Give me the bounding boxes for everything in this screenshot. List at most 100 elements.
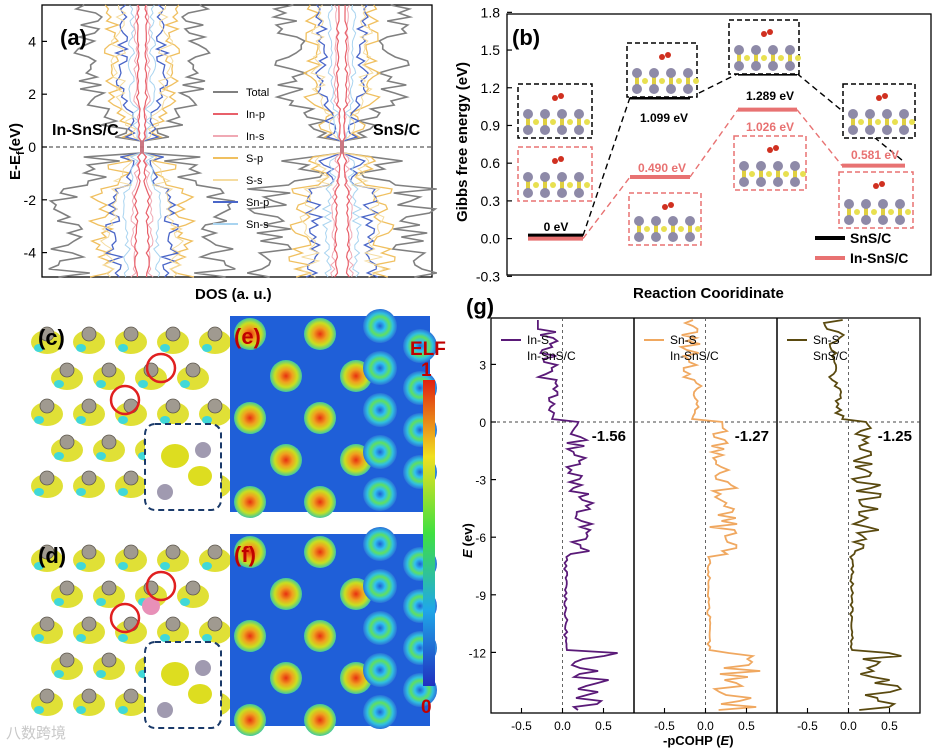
elf-hotspot — [304, 620, 336, 652]
bond — [543, 179, 547, 193]
panel-f-label: (f) — [234, 542, 256, 567]
atom-sn — [685, 216, 695, 226]
atom-s — [695, 226, 701, 232]
panel-b-structures — [517, 19, 916, 246]
atom-sn — [756, 177, 766, 187]
atom-sn — [651, 216, 661, 226]
icohp-value: -1.27 — [735, 428, 769, 445]
legend-label-in-p: In-p — [246, 109, 265, 121]
atom-s — [584, 119, 590, 125]
charge-depletion — [180, 380, 190, 388]
y-tick-label: 0 — [28, 139, 36, 155]
atom-sn — [844, 215, 854, 225]
x-tick-label: 0.5 — [881, 719, 898, 733]
atom-sn — [39, 616, 55, 632]
highlight-circle — [145, 352, 177, 384]
atom-s — [693, 78, 699, 84]
energy-label-insnsc: 0.581 eV — [851, 148, 899, 162]
atom-sn — [185, 580, 201, 596]
charge-depletion — [160, 562, 170, 570]
bond — [881, 206, 885, 220]
legend-label-s-s: S-s — [246, 175, 263, 187]
y-tick-label: 2 — [28, 86, 36, 102]
panel-b-ylabel: Gibbs free energy (eV) — [454, 62, 471, 222]
bond — [526, 179, 530, 193]
charge-depletion — [202, 344, 212, 352]
charge-depletion — [54, 670, 64, 678]
atom-s — [533, 182, 539, 188]
bond — [759, 168, 763, 182]
atom-sn — [81, 544, 97, 560]
charge-lobe — [188, 466, 212, 486]
atom-sn — [574, 188, 584, 198]
atom-sn — [540, 188, 550, 198]
panel-a-xlabel: DOS (a. u.) — [195, 286, 272, 303]
atom-sn — [101, 362, 117, 378]
panel-a-ylabel-sub: f — [15, 151, 27, 155]
charge-depletion — [118, 634, 128, 642]
atom-sn — [882, 109, 892, 119]
elf-hotspot — [234, 704, 266, 736]
atom-sn — [185, 362, 201, 378]
atom-sn — [540, 172, 550, 182]
panel-b-legend: SnS/C In-SnS/C — [815, 230, 908, 266]
atom-s — [567, 119, 573, 125]
atom-sn — [895, 215, 905, 225]
atom-o — [558, 93, 564, 99]
cohp-curve — [822, 319, 903, 711]
inset-box — [144, 423, 222, 511]
atom-sn — [666, 68, 676, 78]
bond — [688, 223, 692, 237]
atom-sn — [751, 61, 761, 71]
charge-depletion — [96, 670, 106, 678]
energy-connector-sns/c — [689, 72, 739, 99]
charge-depletion — [34, 706, 44, 714]
atom-sn — [785, 45, 795, 55]
panel-a-legend: Total In-p In-s S-p S-s Sn-p Sn-s — [213, 87, 269, 231]
atom-sn — [81, 398, 97, 414]
panel-a-left-title: In-SnS/C — [52, 122, 119, 139]
bond — [652, 75, 656, 89]
panel-b-y-ticks: 1.8 1.5 1.2 0.9 0.6 0.3 0.0 -0.3 — [476, 4, 512, 284]
bond — [754, 52, 758, 66]
charge-depletion — [160, 344, 170, 352]
atom-s — [854, 209, 860, 215]
y-tick-label: 1.2 — [481, 80, 501, 96]
atom-sn — [773, 161, 783, 171]
atom-sn — [861, 215, 871, 225]
atom-sn — [523, 188, 533, 198]
elf-ring — [363, 569, 397, 603]
y-tick-label: -12 — [469, 646, 487, 660]
atom-o — [552, 158, 558, 164]
charge-depletion — [202, 562, 212, 570]
atom-o — [773, 145, 779, 151]
atom-o — [558, 156, 564, 162]
atom-sn — [523, 172, 533, 182]
panel-g-xlabel: -pCOHP (E) — [663, 733, 734, 748]
atom-sn — [101, 434, 117, 450]
dos-curve-in-p-mirror — [133, 4, 142, 278]
panel-c-charge-density: (c) — [31, 316, 231, 516]
atom-s — [584, 182, 590, 188]
panel-a-right-title: SnS/C — [373, 122, 421, 139]
panel-g: (g) In-S In-SnS/C -1.56 -0.5 0.0 0.5 Sn-S In-Sn… — [460, 294, 921, 748]
atom-sn — [773, 177, 783, 187]
elf-hotspot — [304, 318, 336, 350]
legend-label: SnS/C — [850, 230, 891, 246]
svg-text:E-Ef(eV): E-Ef(eV) — [7, 123, 27, 180]
panel-a-ylabel-unit: (eV) — [7, 123, 24, 151]
atom-s — [888, 209, 894, 215]
bond — [526, 116, 530, 130]
y-tick-label: -2 — [24, 192, 37, 208]
atom-s — [567, 182, 573, 188]
atom-o — [552, 95, 558, 101]
elf-hotspot — [270, 578, 302, 610]
dos-curve-total — [142, 4, 236, 278]
elf-hotspot — [234, 620, 266, 652]
elf-hotspot — [270, 662, 302, 694]
energy-label-insnsc: 0.490 eV — [638, 161, 686, 175]
elf-ring — [363, 527, 397, 561]
elf-ring — [363, 477, 397, 511]
panel-e-elf-map: (e) — [230, 309, 437, 518]
